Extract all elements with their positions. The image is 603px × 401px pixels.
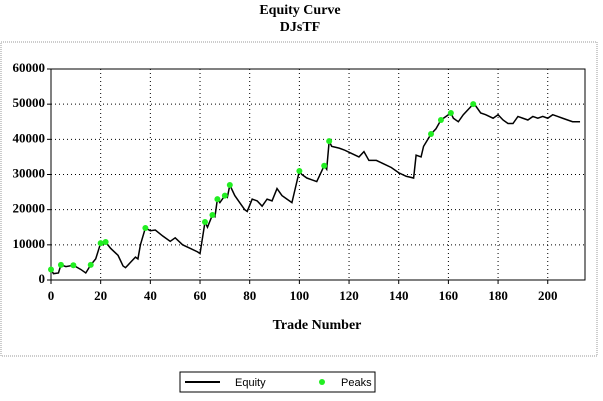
peak-marker <box>214 196 221 203</box>
peak-marker <box>87 261 94 268</box>
peak-marker <box>97 240 104 247</box>
y-tick-label: 0 <box>39 271 46 286</box>
peak-marker <box>447 109 454 116</box>
peak-marker <box>48 266 54 273</box>
peak-marker <box>142 224 149 231</box>
y-tick-label: 10000 <box>13 236 46 251</box>
peak-marker <box>201 218 208 225</box>
x-axis-title: Trade Number <box>273 318 362 333</box>
y-tick-label: 20000 <box>13 201 46 216</box>
x-tick-label: 40 <box>144 288 157 303</box>
x-tick-label: 160 <box>439 288 459 303</box>
legend <box>179 371 376 393</box>
legend-label: Peaks <box>341 377 372 389</box>
peak-marker <box>57 261 64 268</box>
chart-subtitle: DJsTF <box>280 20 320 35</box>
peak-marker <box>321 162 328 169</box>
legend-label: Equity <box>235 377 266 389</box>
peak-marker <box>70 262 77 269</box>
peak-marker <box>326 138 333 145</box>
peak-marker <box>209 211 216 218</box>
chart-title: Equity Curve <box>259 3 340 18</box>
peak-marker <box>437 116 444 123</box>
peak-marker <box>470 101 477 108</box>
peak-marker <box>428 131 435 138</box>
x-tick-label: 20 <box>94 288 107 303</box>
x-tick-label: 80 <box>243 288 256 303</box>
x-tick-label: 100 <box>290 288 310 303</box>
x-tick-label: 60 <box>194 288 207 303</box>
x-tick-label: 180 <box>488 288 508 303</box>
x-tick-label: 140 <box>389 288 409 303</box>
peak-marker <box>296 167 303 174</box>
chart-frame <box>0 41 598 357</box>
peak-marker <box>102 239 109 246</box>
peak-marker <box>226 182 233 189</box>
y-tick-label: 60000 <box>13 60 46 75</box>
legend-swatch <box>319 379 325 385</box>
x-tick-label: 200 <box>538 288 558 303</box>
y-tick-label: 50000 <box>13 95 46 110</box>
y-tick-label: 40000 <box>13 130 46 145</box>
y-tick-label: 30000 <box>13 165 46 180</box>
peak-marker <box>221 192 228 199</box>
x-tick-label: 120 <box>339 288 359 303</box>
x-tick-label: 0 <box>48 288 55 303</box>
